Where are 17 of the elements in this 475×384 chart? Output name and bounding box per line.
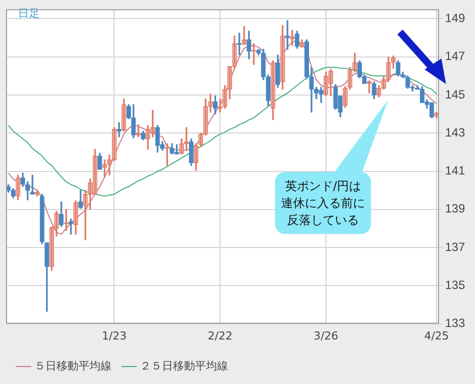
y-tick-label: 139: [444, 202, 466, 216]
speech-bubble: 英ポンド/円は連休に入る前に反落している: [272, 98, 392, 238]
x-tick-label: 1/23: [102, 329, 127, 342]
y-tick-label: 133: [444, 316, 466, 330]
x-tick-label: 2/22: [208, 329, 232, 342]
legend-label: ５日移動平均線: [34, 359, 112, 372]
x-tick-label: 4/25: [424, 329, 449, 342]
annotation: 英ポンド/円は連休に入る前に反落している: [275, 172, 371, 234]
y-tick-label: 147: [444, 49, 466, 64]
y-tick-label: 135: [444, 278, 466, 292]
y-tick-label: 143: [444, 125, 466, 140]
y-tick-label: 141: [444, 164, 466, 178]
y-tick-label: 145: [444, 87, 466, 102]
legend-label: ２５日移動平均線: [140, 359, 228, 372]
y-tick-label: 137: [444, 240, 466, 254]
y-tick-label: 149: [444, 11, 466, 26]
x-tick-label: 3/26: [314, 329, 338, 342]
